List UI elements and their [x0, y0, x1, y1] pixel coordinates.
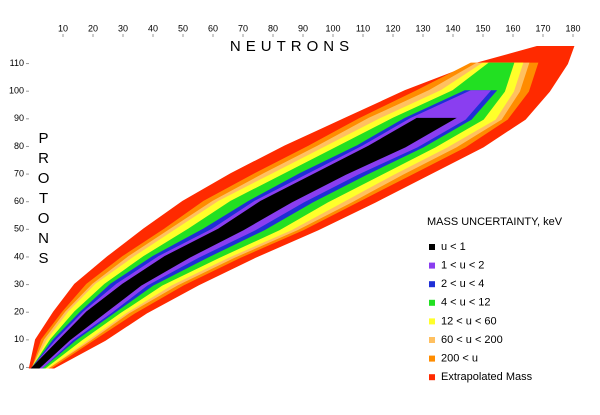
uncertainty-band	[30, 117, 457, 369]
legend-label: 12 < u < 60	[441, 315, 497, 327]
x-tick-label: 20	[88, 23, 98, 33]
x-axis-title: NEUTRONS	[230, 38, 354, 55]
y-tick-label: 0	[19, 362, 24, 372]
legend-swatch	[429, 337, 435, 343]
legend-swatch	[429, 281, 435, 288]
x-tick-label: 160	[505, 23, 520, 33]
legend-label: 60 < u < 200	[441, 334, 503, 346]
legend-label: u < 1	[441, 241, 466, 253]
x-tick-label: 180	[565, 23, 580, 33]
x-tick-label: 70	[238, 23, 248, 33]
y-tick-label: 60	[14, 196, 24, 206]
legend-swatch	[429, 318, 435, 325]
y-tick-label: 20	[14, 307, 24, 317]
x-tick-label: 90	[298, 23, 308, 33]
legend-swatch	[429, 374, 435, 381]
x-tick-label: 120	[385, 23, 400, 33]
legend-swatch	[429, 262, 435, 269]
y-tick-label: 110	[10, 58, 24, 68]
y-axis-title: PROTONS	[35, 130, 52, 270]
y-tick-label: 10	[14, 334, 24, 344]
x-tick-label: 130	[415, 23, 430, 33]
y-tick-label: 70	[14, 168, 24, 178]
legend-label: 2 < u < 4	[441, 278, 484, 290]
legend-swatch	[429, 355, 435, 362]
legend-swatch	[429, 299, 435, 306]
legend-title: MASS UNCERTAINTY, keV	[427, 216, 563, 228]
y-tick-label: 90	[14, 113, 24, 123]
x-tick-label: 150	[475, 23, 490, 33]
x-tick-label: 140	[445, 23, 460, 33]
x-tick-label: 110	[356, 23, 370, 33]
y-tick-label: 50	[14, 224, 24, 234]
x-tick-label: 100	[325, 23, 340, 33]
y-tick-label: 100	[9, 86, 24, 96]
x-tick-label: 30	[118, 23, 128, 33]
legend-label: 1 < u < 2	[441, 260, 484, 272]
x-tick-label: 170	[535, 23, 550, 33]
legend-label: Extrapolated Mass	[441, 371, 533, 383]
y-tick-label: 40	[14, 251, 24, 261]
x-tick-label: 50	[178, 23, 188, 33]
x-tick-label: 60	[208, 23, 218, 33]
legend-swatch	[429, 244, 435, 250]
y-tick-label: 80	[14, 141, 24, 151]
y-tick-label: 30	[14, 279, 24, 289]
x-tick-label: 80	[268, 23, 278, 33]
legend-label: 200 < u	[441, 353, 478, 365]
x-tick-label: 10	[58, 23, 68, 33]
legend-label: 4 < u < 12	[441, 297, 491, 309]
x-tick-label: 40	[148, 23, 158, 33]
